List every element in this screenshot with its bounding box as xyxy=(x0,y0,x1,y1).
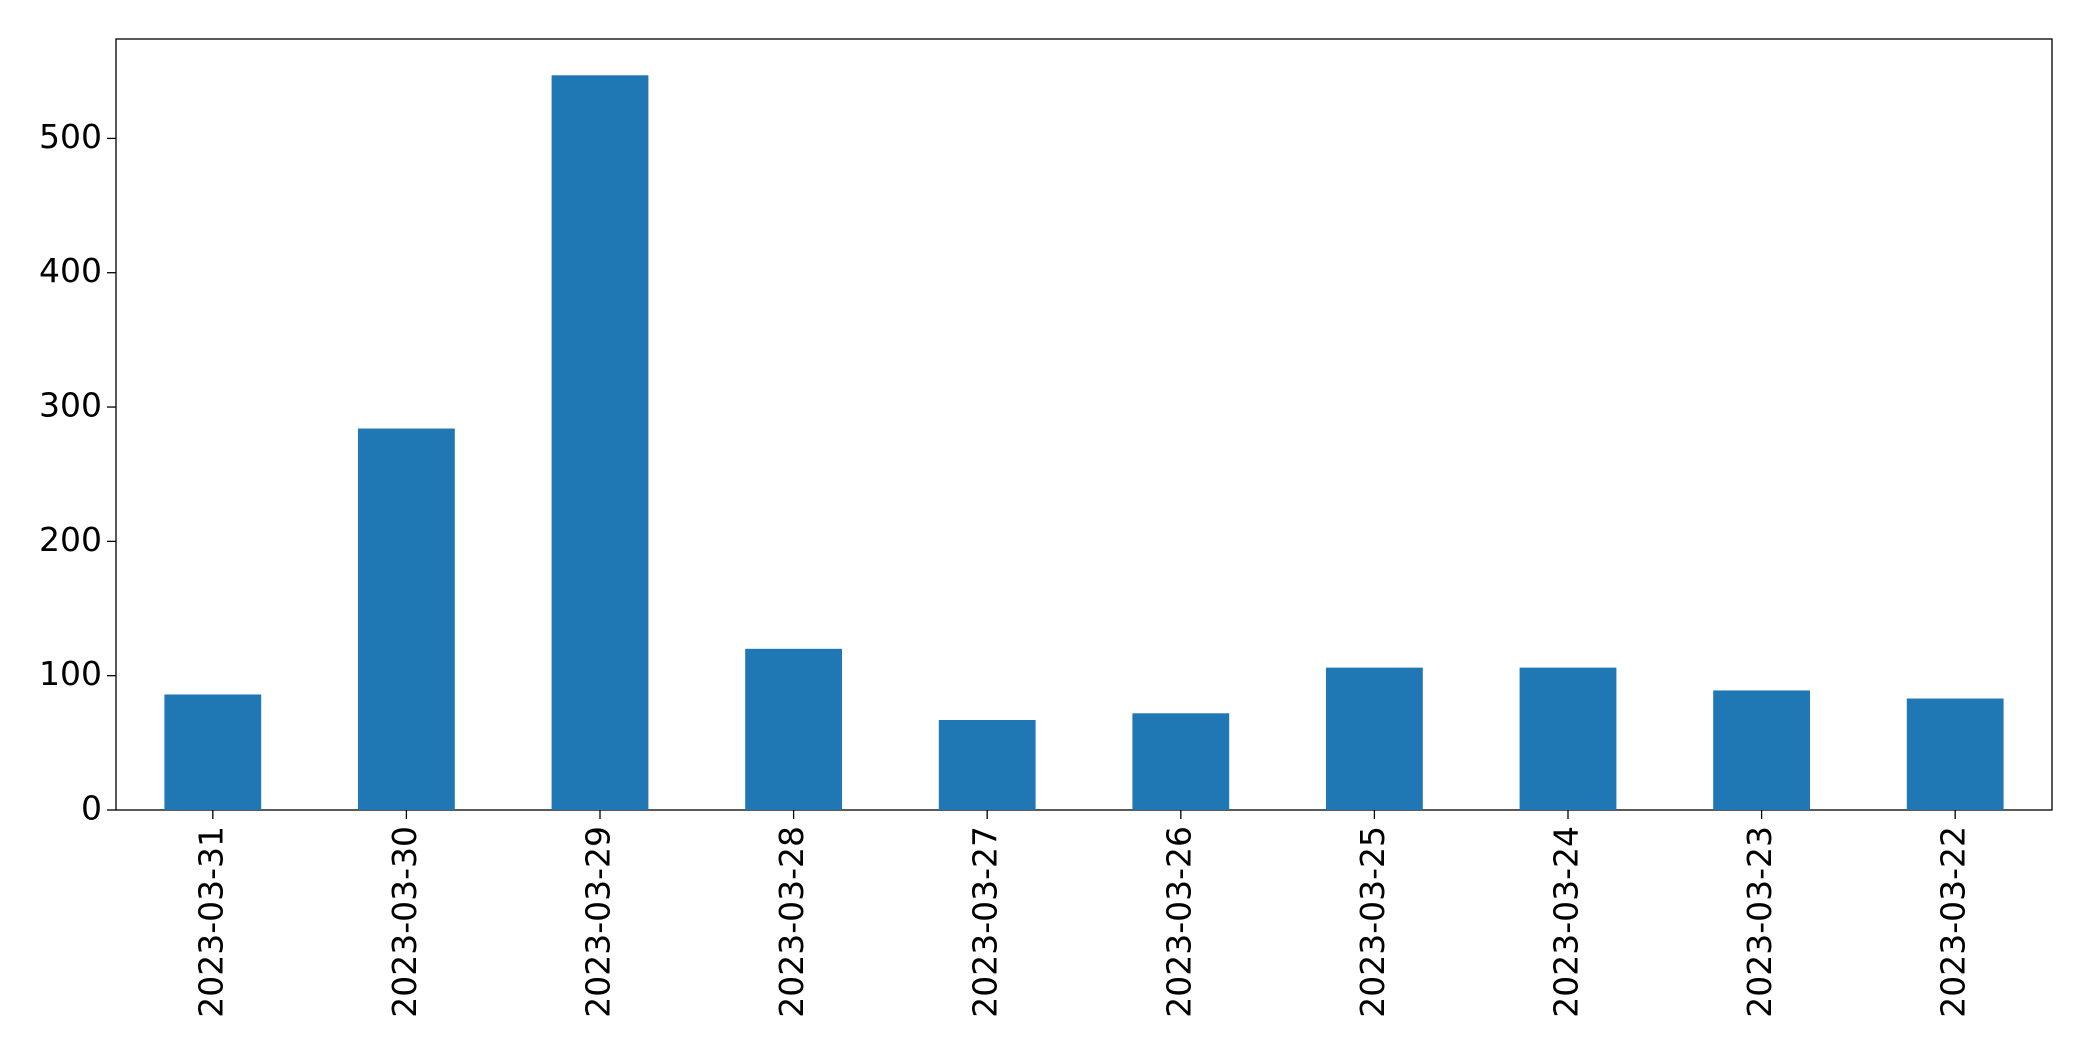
y-tick-label: 400 xyxy=(39,251,102,290)
x-tick-label: 2023-03-29 xyxy=(579,826,618,1018)
x-tick-label: 2023-03-26 xyxy=(1159,826,1198,1018)
y-tick-label: 100 xyxy=(39,654,102,693)
bar xyxy=(1713,690,1810,810)
bar xyxy=(1132,713,1230,810)
x-tick-label: 2023-03-30 xyxy=(385,826,424,1018)
axes-frame xyxy=(115,38,2053,811)
x-tick-label: 2023-03-27 xyxy=(966,826,1005,1018)
x-tick-label: 2023-03-23 xyxy=(1740,826,1779,1018)
y-tick-label: 200 xyxy=(39,520,102,559)
y-tick-label: 0 xyxy=(81,789,102,828)
bar xyxy=(164,694,262,810)
bar xyxy=(745,648,842,810)
bar xyxy=(551,75,649,811)
bar xyxy=(938,720,1036,810)
x-tick-label: 2023-03-25 xyxy=(1353,826,1392,1018)
y-tick-label: 300 xyxy=(39,386,102,425)
bar xyxy=(1519,667,1617,810)
bar xyxy=(1906,698,2004,810)
x-tick-label: 2023-03-28 xyxy=(772,826,811,1018)
bar xyxy=(1326,667,1423,810)
y-tick-label: 500 xyxy=(39,117,102,156)
bar xyxy=(358,428,455,810)
x-tick-label: 2023-03-31 xyxy=(191,826,230,1018)
x-tick-label: 2023-03-22 xyxy=(1934,826,1973,1018)
x-tick-label: 2023-03-24 xyxy=(1547,826,1586,1018)
